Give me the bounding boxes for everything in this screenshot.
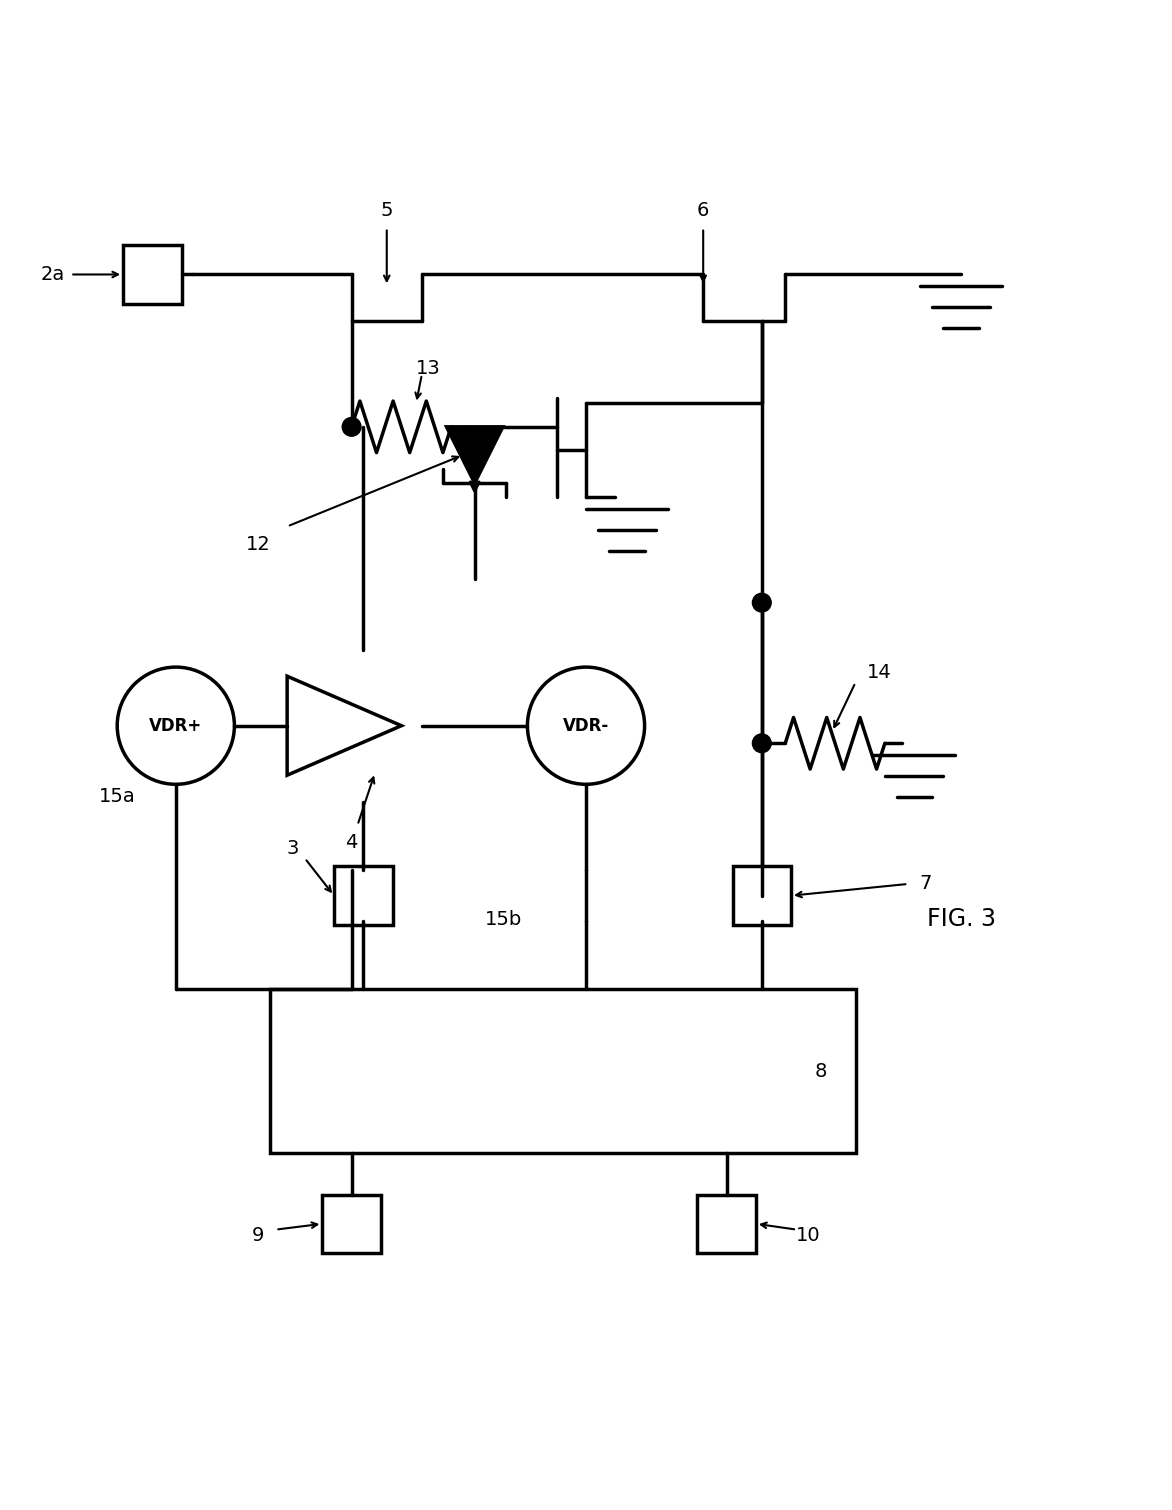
Text: 8: 8 bbox=[815, 1062, 826, 1081]
Text: 7: 7 bbox=[920, 874, 932, 894]
Text: FIG. 3: FIG. 3 bbox=[927, 908, 995, 932]
Bar bbox=[732, 867, 791, 926]
Circle shape bbox=[342, 417, 361, 436]
Text: 10: 10 bbox=[796, 1226, 822, 1246]
Text: 15a: 15a bbox=[98, 787, 136, 805]
Text: 14: 14 bbox=[866, 663, 892, 683]
Text: 9: 9 bbox=[252, 1226, 264, 1246]
Text: 5: 5 bbox=[381, 201, 393, 219]
Bar bbox=[322, 1194, 381, 1253]
Text: 2a: 2a bbox=[41, 264, 64, 284]
Text: 13: 13 bbox=[415, 359, 441, 378]
Text: 15b: 15b bbox=[485, 909, 523, 929]
Text: 4: 4 bbox=[346, 834, 357, 853]
Text: 3: 3 bbox=[287, 840, 299, 858]
Text: 12: 12 bbox=[245, 535, 271, 554]
Bar bbox=[123, 245, 182, 304]
Circle shape bbox=[752, 734, 771, 752]
Text: VDR-: VDR- bbox=[563, 717, 609, 735]
Bar bbox=[270, 989, 856, 1154]
Text: 6: 6 bbox=[697, 201, 709, 219]
Text: VDR+: VDR+ bbox=[149, 717, 203, 735]
Bar bbox=[697, 1194, 756, 1253]
Polygon shape bbox=[447, 427, 503, 483]
Circle shape bbox=[752, 593, 771, 612]
Bar bbox=[334, 867, 393, 926]
